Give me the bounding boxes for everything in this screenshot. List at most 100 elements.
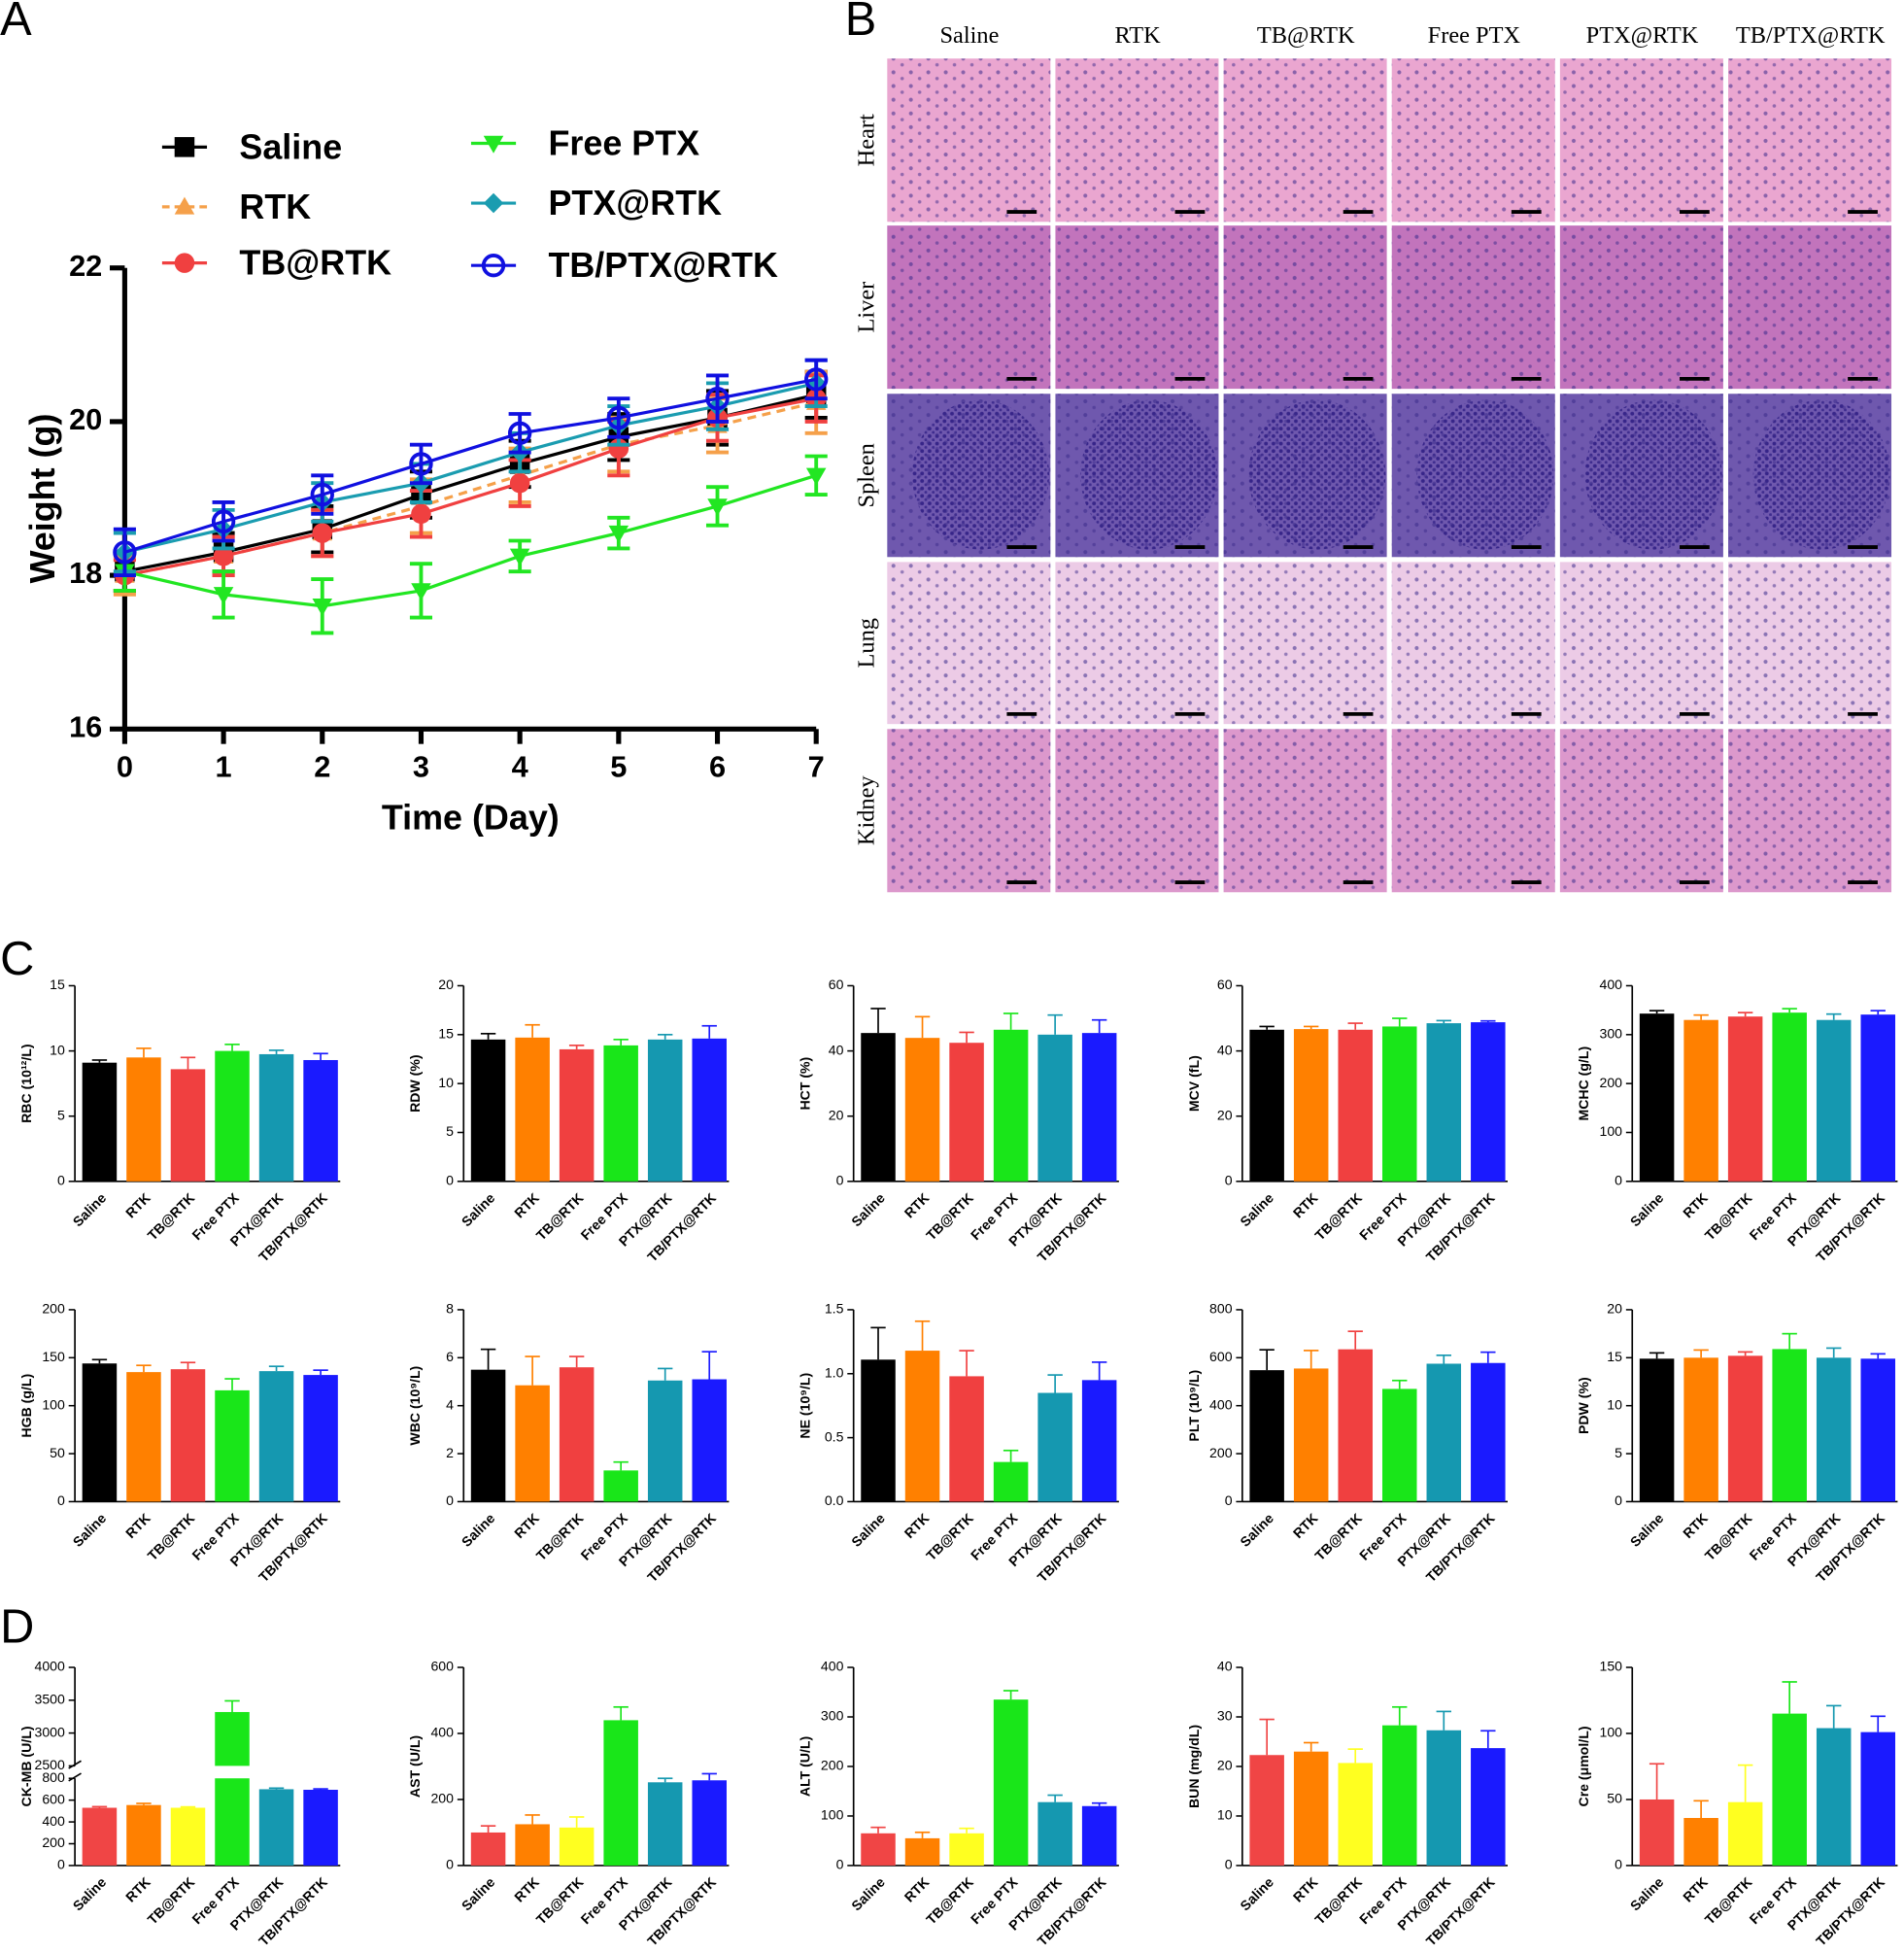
tissue-texture (1223, 58, 1387, 223)
y-tick-label: 0.0 (825, 1492, 844, 1508)
x-tick-label: Saline (459, 1874, 498, 1914)
column-label: TB@RTK (1257, 22, 1355, 49)
x-tick-label: TB@RTK (1702, 1873, 1755, 1927)
bar (1639, 1358, 1675, 1502)
y-axis-title: MCV (fL) (1186, 1055, 1202, 1112)
marker (804, 367, 829, 392)
marker (174, 196, 195, 215)
y-tick-label: 200 (1599, 1075, 1622, 1090)
bar (1037, 1034, 1072, 1182)
x-tick-label: 5 (610, 749, 627, 783)
y-axis-title: RDW (%) (407, 1054, 423, 1113)
bar (692, 1780, 727, 1866)
marker (113, 540, 137, 565)
y-axis-title: BUN (mg/dL) (1186, 1725, 1202, 1808)
x-tick-label: RTK (1290, 1873, 1321, 1904)
tissue-texture (887, 729, 1051, 893)
y-axis-title: HGB (g/L) (18, 1374, 34, 1438)
bar (1772, 1349, 1807, 1502)
x-tick-label: TB@RTK (533, 1189, 587, 1243)
marker (507, 421, 532, 445)
y-axis-title: Weight (g) (22, 414, 62, 584)
marker (483, 135, 504, 154)
marker (310, 482, 334, 507)
panel-label: A (0, 0, 32, 46)
x-tick-label: TB@RTK (145, 1510, 198, 1563)
legend-label: RTK (239, 187, 311, 226)
bar (1772, 1713, 1807, 1866)
x-tick-label: 0 (117, 749, 133, 783)
x-tick-label: Saline (848, 1510, 888, 1550)
bar (949, 1376, 984, 1502)
row-label: Liver (854, 282, 880, 333)
y-tick-label: 100 (1599, 1725, 1622, 1740)
y-tick-label: 6 (446, 1349, 454, 1364)
x-tick-label: 4 (512, 749, 528, 783)
y-tick-label: 20 (438, 977, 454, 992)
x-tick-label: 7 (808, 749, 825, 783)
tissue-texture (1223, 562, 1387, 725)
bar (170, 1369, 206, 1502)
tissue-texture (1391, 394, 1555, 558)
marker (705, 387, 730, 411)
bar (603, 1470, 638, 1502)
x-tick-label: TB@RTK (533, 1873, 587, 1927)
tissue-texture (887, 394, 1051, 558)
y-tick-label: 200 (821, 1758, 844, 1773)
x-tick-label: TB@RTK (533, 1510, 587, 1563)
y-tick-label: 150 (42, 1349, 65, 1364)
x-tick-label: TB@RTK (1702, 1510, 1755, 1563)
y-tick-label: 400 (1599, 977, 1622, 992)
y-tick-label: 0 (836, 1173, 844, 1188)
y-tick-label: 0 (57, 1492, 65, 1508)
bar (692, 1038, 727, 1182)
y-tick-label: 0 (57, 1857, 65, 1872)
x-tick-label: RTK (901, 1873, 933, 1904)
marker (509, 472, 530, 494)
y-tick-label: 300 (821, 1708, 844, 1724)
y-tick-label: 2 (446, 1445, 454, 1460)
marker (483, 192, 504, 214)
bar (1081, 1380, 1117, 1502)
y-tick-label: 100 (821, 1807, 844, 1823)
marker (707, 498, 728, 517)
y-tick-label: 200 (430, 1791, 454, 1806)
bar (1426, 1363, 1462, 1502)
bar (258, 1053, 294, 1182)
y-tick-label: 40 (829, 1042, 844, 1057)
y-tick-label: 0 (1225, 1492, 1233, 1508)
y-axis-title: NE (10⁹/L) (798, 1373, 813, 1439)
bar (1683, 1357, 1718, 1502)
bar (949, 1833, 984, 1866)
bar (603, 1720, 638, 1866)
column-label: RTK (1114, 22, 1161, 49)
y-tick-label: 15 (438, 1026, 454, 1042)
bar (559, 1048, 595, 1182)
x-tick-label: TB@RTK (1311, 1189, 1365, 1243)
y-tick-label: 50 (50, 1445, 65, 1460)
bar (1338, 1763, 1373, 1866)
bar (1860, 1731, 1895, 1866)
x-tick-label: RTK (1290, 1189, 1321, 1220)
y-tick-label: 400 (430, 1725, 454, 1740)
bar (258, 1789, 294, 1866)
column-label: Saline (940, 22, 1000, 49)
bar (303, 1789, 338, 1866)
legend-label: Free PTX (548, 123, 699, 163)
bar (515, 1385, 550, 1502)
axis-break (68, 1760, 82, 1769)
marker (509, 548, 530, 566)
bar (1860, 1014, 1895, 1182)
bar (170, 1069, 206, 1182)
series (113, 358, 829, 578)
row-label: Spleen (854, 443, 880, 507)
tissue-texture (887, 562, 1051, 725)
x-tick-label: TB@RTK (145, 1189, 198, 1243)
marker (606, 405, 631, 430)
bar (1727, 1355, 1763, 1502)
bar (258, 1371, 294, 1502)
y-tick-label: 300 (1599, 1026, 1622, 1042)
y-tick-label: 20 (1607, 1301, 1622, 1317)
tissue-texture (1559, 58, 1723, 223)
